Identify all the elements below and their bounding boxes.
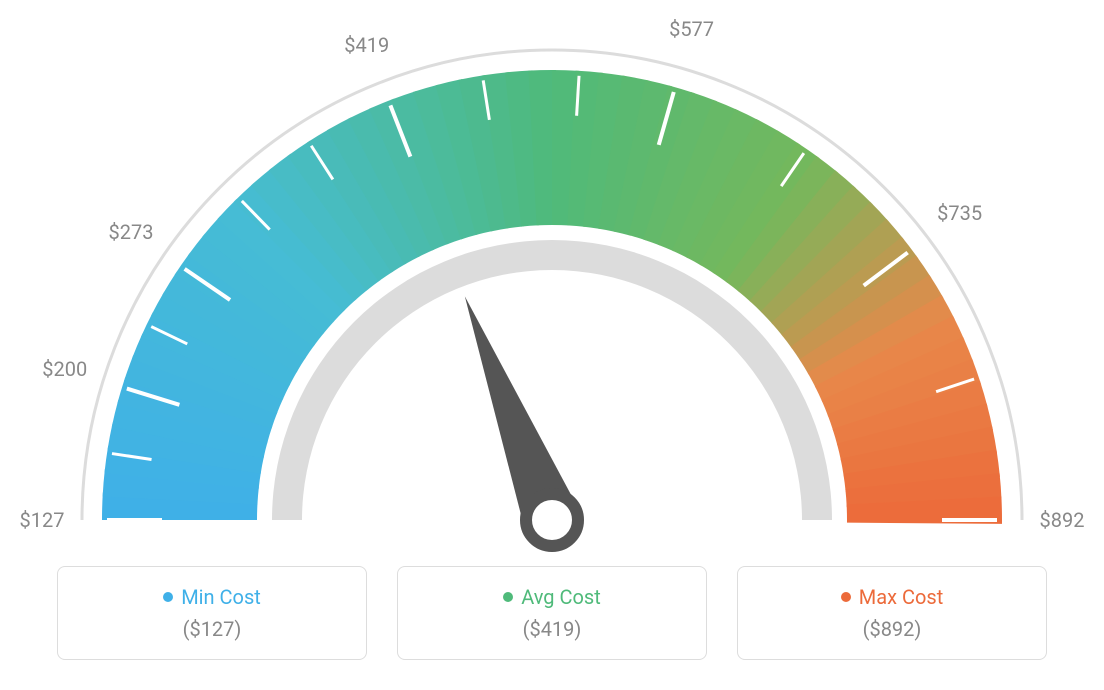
legend-dot-min (163, 592, 173, 602)
gauge-tick-label: $200 (42, 357, 87, 381)
legend-value-max: ($892) (863, 617, 922, 641)
legend-dot-avg (503, 592, 513, 602)
legend-card-min: Min Cost ($127) (57, 566, 367, 660)
gauge-tick-label: $892 (1040, 508, 1085, 532)
legend-label-max: Max Cost (859, 585, 944, 609)
legend-row: Min Cost ($127) Avg Cost ($419) Max Cost… (0, 566, 1104, 660)
gauge-tick-label: $419 (344, 33, 389, 57)
gauge-tick-label: $127 (20, 508, 65, 532)
gauge-tick-label: $577 (669, 17, 714, 41)
gauge-chart: $127 $200 $273 $419 $577 $735 $892 (0, 0, 1104, 560)
gauge-tick-label: $273 (108, 220, 153, 244)
legend-title-avg: Avg Cost (503, 585, 601, 609)
gauge-tick-label: $735 (937, 201, 982, 225)
legend-title-min: Min Cost (163, 585, 261, 609)
legend-title-max: Max Cost (841, 585, 944, 609)
legend-label-avg: Avg Cost (521, 585, 601, 609)
gauge-svg (0, 0, 1104, 560)
legend-value-avg: ($419) (523, 617, 582, 641)
legend-dot-max (841, 592, 851, 602)
legend-card-max: Max Cost ($892) (737, 566, 1047, 660)
legend-value-min: ($127) (183, 617, 242, 641)
legend-card-avg: Avg Cost ($419) (397, 566, 707, 660)
legend-label-min: Min Cost (181, 585, 261, 609)
